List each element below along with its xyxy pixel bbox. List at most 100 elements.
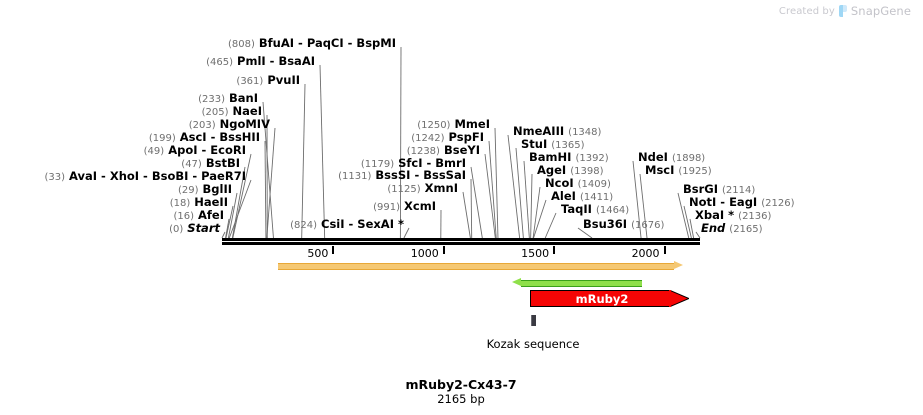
enzyme-label-bani: (233) BanI [198, 92, 258, 106]
enzyme-position: (47) [181, 159, 202, 170]
enzyme-label-ncoi: NcoI (1409) [545, 177, 611, 191]
enzyme-position: (18) [169, 198, 191, 209]
enzyme-position: (203) [188, 120, 216, 131]
enzyme-name: BsrGI [683, 182, 718, 196]
enzyme-position: (1409) [577, 179, 611, 190]
enzyme-name: Start [187, 221, 220, 235]
ruler-tick [442, 246, 445, 254]
leader-line [301, 83, 306, 239]
enzyme-label-taqii: TaqII (1464) [561, 203, 629, 217]
enzyme-position: (29) [177, 185, 199, 196]
enzyme-label-nmeaiii: NmeAIII (1348) [513, 125, 601, 139]
enzyme-position: (1179) [360, 159, 395, 170]
enzyme-position: (1131) [338, 171, 372, 182]
leader-line [533, 199, 547, 239]
enzyme-position: (1464) [595, 205, 630, 216]
enzyme-label-pmli-bsaai: (465) PmlI - BsaAI [206, 55, 315, 69]
leader-line [319, 64, 326, 239]
leader-line [677, 192, 690, 239]
leader-line [689, 218, 695, 239]
leader-line [462, 191, 471, 239]
enzyme-name: XmnI [424, 181, 458, 195]
enzyme-name: NaeI [232, 104, 262, 118]
feature-arrowhead [668, 289, 691, 308]
enzyme-label-asci-bsshii: (199) AscI - BssHII [149, 131, 260, 145]
enzyme-name: Bsu36I [583, 217, 628, 231]
feature-body [521, 280, 642, 287]
enzyme-name: BstBI [205, 156, 240, 170]
enzyme-label-msci: MscI (1925) [645, 164, 712, 178]
enzyme-label-agei: AgeI (1398) [537, 164, 604, 178]
kozak-sequence-marker[interactable] [531, 315, 536, 326]
enzyme-name: AscI - BssHII [179, 130, 260, 144]
enzyme-label-xbai: XbaI * (2136) [695, 209, 771, 223]
feature-arrowhead [512, 278, 521, 286]
enzyme-name: StuI [521, 137, 548, 151]
snapgene-logo-icon [838, 5, 847, 17]
watermark-prefix: Created by [778, 5, 835, 17]
enzyme-label-pvuii: (361) PvuII [236, 74, 300, 88]
feature-cmv-promoter-region[interactable] [278, 261, 683, 270]
ruler-tick [332, 246, 335, 254]
leader-line [266, 127, 276, 239]
enzyme-name: PvuII [267, 73, 300, 87]
enzyme-position: (1365) [551, 140, 585, 151]
enzyme-name: NotI - EagI [689, 195, 758, 209]
enzyme-label-ngomiv: (203) NgoMIV [189, 118, 270, 132]
enzyme-position: (33) [44, 172, 65, 183]
enzyme-label-bglii: (29) BglII [178, 183, 232, 197]
kozak-sequence-label: Kozak sequence [486, 337, 580, 351]
enzyme-position: (1348) [568, 127, 602, 138]
leader-line [488, 140, 497, 239]
enzyme-position: (1125) [387, 184, 421, 195]
backbone-top-line [222, 238, 700, 241]
plasmid-name: mRuby2-Cx43-7 [405, 377, 517, 392]
ruler-tick-label: 2000 [631, 247, 660, 260]
leader-line [484, 153, 496, 239]
feature-label: mRuby2 [575, 292, 629, 306]
enzyme-name: NdeI [638, 150, 668, 164]
leader-line [228, 179, 252, 239]
enzyme-label-xmni: (1125) XmnI [387, 182, 458, 196]
enzyme-label-naei: (205) NaeI [202, 105, 262, 119]
enzyme-name: XcmI [404, 199, 436, 213]
enzyme-position: (465) [206, 57, 234, 68]
feature-mruby2-cds[interactable]: mRuby2 [530, 289, 691, 308]
ruler-tick-label: 1500 [521, 247, 550, 260]
enzyme-label-bsu36i: Bsu36I (1676) [583, 218, 664, 232]
enzyme-name: AvaI - XhoI - BsoBI - PaeR7I [69, 169, 246, 183]
enzyme-label-sfci-bmri: (1179) SfcI - BmrI [361, 157, 466, 171]
enzyme-label-bseyi: (1238) BseYI [407, 144, 480, 158]
feature-green-feature[interactable] [512, 278, 642, 287]
leader-line [494, 127, 499, 239]
ruler-tick-label: 1000 [410, 247, 439, 260]
enzyme-name: ApoI - EcoRI [168, 143, 246, 157]
leader-line [264, 140, 267, 239]
feature-arrowhead [674, 261, 683, 269]
enzyme-name: PmlI - BsaAI [237, 54, 315, 68]
leader-line [515, 147, 524, 239]
enzyme-label-afei: (16) AfeI [173, 209, 224, 223]
plasmid-size: 2165 bp [437, 392, 485, 406]
enzyme-position: (991) [373, 202, 401, 213]
ruler-tick [553, 246, 556, 254]
snapgene-watermark: Created by SnapGene [779, 4, 911, 18]
leader-line [507, 134, 521, 239]
enzyme-label-csii-sexai: (824) CsiI - SexAI * [290, 218, 404, 232]
enzyme-label-haeii: (18) HaeII [170, 196, 228, 210]
enzyme-position: (1242) [411, 133, 445, 144]
enzyme-position: (1398) [570, 166, 604, 177]
enzyme-position: (16) [173, 211, 194, 222]
enzyme-position: (205) [201, 107, 229, 118]
enzyme-label-noti-eagi: NotI - EagI (2126) [689, 196, 795, 210]
enzyme-position: (233) [198, 94, 225, 105]
enzyme-label-start: (0) Start [169, 222, 220, 236]
enzyme-position: (49) [143, 146, 165, 157]
enzyme-label-xcmi: (991) XcmI [373, 200, 436, 214]
feature-body [530, 290, 671, 307]
leader-line [225, 205, 234, 239]
ruler-tick-label: 500 [307, 247, 329, 260]
leader-line [403, 227, 410, 239]
enzyme-position: (1238) [406, 146, 440, 157]
